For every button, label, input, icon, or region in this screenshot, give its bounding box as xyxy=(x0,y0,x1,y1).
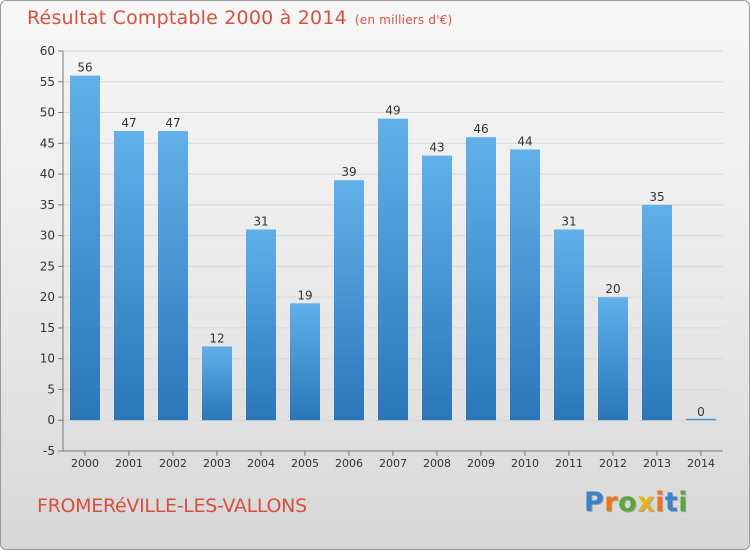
x-tick-label: 2012 xyxy=(599,457,627,470)
y-tick-label: 35 xyxy=(40,198,55,212)
bar-value-label: 39 xyxy=(341,165,356,179)
x-tick-label: 2014 xyxy=(687,457,715,470)
x-tick-label: 2003 xyxy=(203,457,231,470)
logo-letter: o xyxy=(618,487,638,518)
bar xyxy=(158,131,188,421)
bar xyxy=(114,131,144,421)
y-tick-label: 25 xyxy=(40,259,55,273)
bar xyxy=(598,297,628,421)
bar xyxy=(686,418,716,421)
bar xyxy=(642,204,672,421)
x-tick-label: 2001 xyxy=(115,457,143,470)
x-tick-label: 2005 xyxy=(291,457,319,470)
bar-value-label: 47 xyxy=(165,116,180,130)
bars xyxy=(70,75,716,421)
bar-value-label: 31 xyxy=(561,214,576,228)
x-tick-label: 2010 xyxy=(511,457,539,470)
bar-value-label: 19 xyxy=(297,288,312,302)
y-tick-label: 10 xyxy=(40,352,55,366)
y-tick-label: 15 xyxy=(40,321,55,335)
bar xyxy=(334,180,364,421)
y-tick-label: 20 xyxy=(40,290,55,304)
y-tick-label: 40 xyxy=(40,167,55,181)
commune-name: FROMERéVILLE-LES-VALLONS xyxy=(37,495,307,517)
logo-letter: i xyxy=(678,487,689,518)
logo-letter: r xyxy=(604,487,619,518)
axes: -5 0 5 10 15 20 25 30 35 40 45 50 55 60 2000 2001 2002 20… xyxy=(40,44,723,470)
bar-value-label: 35 xyxy=(649,190,664,204)
bar xyxy=(554,229,584,421)
x-tick-label: 2013 xyxy=(643,457,671,470)
logo-letter: P xyxy=(584,487,605,518)
y-tick-label: 60 xyxy=(40,44,55,58)
bar-value-label: 12 xyxy=(209,331,224,345)
chart-unit-label: (en milliers d'€) xyxy=(354,13,453,27)
bar xyxy=(510,149,540,421)
data-labels: 56 47 47 12 31 19 39 49 43 46 44 31 20 35 0 xyxy=(77,61,704,420)
x-tick-label: 2004 xyxy=(247,457,275,470)
x-tick-label: 2011 xyxy=(555,457,583,470)
bar-value-label: 43 xyxy=(429,141,444,155)
bar xyxy=(466,137,496,421)
bar-value-label: 20 xyxy=(605,282,620,296)
bar xyxy=(378,118,408,421)
logo-letter: x xyxy=(637,487,656,518)
bar xyxy=(246,229,276,421)
x-tick-label: 2000 xyxy=(71,457,99,470)
x-tick-label: 2007 xyxy=(379,457,407,470)
x-tick-label: 2008 xyxy=(423,457,451,470)
bar-value-label: 56 xyxy=(77,61,92,75)
bar-value-label: 0 xyxy=(697,405,705,419)
x-tick-label: 2009 xyxy=(467,457,495,470)
x-tick-label: 2006 xyxy=(335,457,363,470)
bar-value-label: 31 xyxy=(253,214,268,228)
bar xyxy=(290,303,320,421)
y-tick-label: 5 xyxy=(47,382,55,396)
bar-value-label: 49 xyxy=(385,104,400,118)
x-tick-label: 2002 xyxy=(159,457,187,470)
logo-letter: t xyxy=(664,487,679,518)
bar xyxy=(202,346,232,421)
logo-letter: i xyxy=(655,487,665,518)
y-tick-label: -5 xyxy=(43,444,55,458)
bar-value-label: 46 xyxy=(473,122,488,136)
y-tick-label: 0 xyxy=(47,413,55,427)
y-tick-label: 50 xyxy=(40,106,55,120)
y-tick-label: 55 xyxy=(40,75,55,89)
bar xyxy=(422,155,452,421)
bar-value-label: 47 xyxy=(121,116,136,130)
proxiti-logo: Proxiti xyxy=(584,487,688,518)
chart-title-text: Résultat Comptable 2000 à 2014 xyxy=(27,7,347,29)
chart-title: Résultat Comptable 2000 à 2014 (en millie… xyxy=(27,7,452,29)
bar-value-label: 44 xyxy=(517,134,532,148)
bar xyxy=(70,75,100,421)
y-tick-label: 30 xyxy=(40,229,55,243)
y-tick-label: 45 xyxy=(40,136,55,150)
